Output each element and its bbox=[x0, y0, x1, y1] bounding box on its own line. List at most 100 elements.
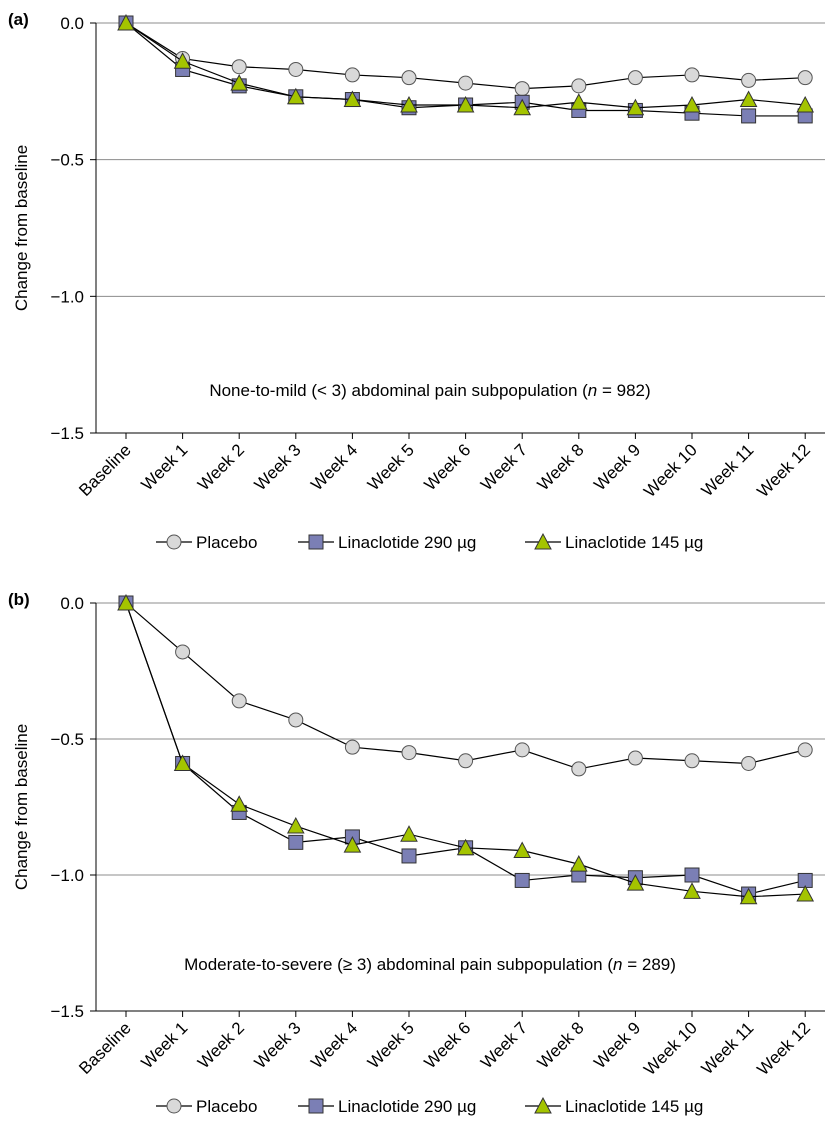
y-axis-label: Change from baseline bbox=[12, 724, 31, 890]
data-point-triangle bbox=[683, 882, 701, 899]
data-point-triangle bbox=[173, 754, 192, 771]
x-tick-label: Week 12 bbox=[753, 1018, 814, 1079]
legend-marker-square bbox=[308, 1098, 324, 1114]
x-tick-label: Week 2 bbox=[194, 1018, 248, 1072]
data-point-circle bbox=[458, 75, 474, 91]
data-point-circle bbox=[344, 67, 360, 83]
data-point-triangle bbox=[513, 841, 532, 859]
x-tick-label: Week 9 bbox=[590, 440, 644, 494]
series-triangle bbox=[117, 13, 815, 116]
x-tick-label: Week 5 bbox=[364, 440, 418, 494]
x-tick-label: Week 11 bbox=[698, 1018, 758, 1078]
data-point-circle bbox=[571, 78, 587, 94]
data-point-circle bbox=[741, 755, 757, 771]
data-point-circle bbox=[458, 753, 474, 769]
panel-label: (b) bbox=[8, 590, 30, 609]
x-tick-label: Week 1 bbox=[137, 1018, 191, 1072]
data-point-triangle bbox=[683, 95, 701, 113]
data-point-triangle bbox=[286, 87, 305, 105]
legend-marker-square bbox=[308, 534, 324, 550]
chart-panel-a: (a) 0.0 −0.5 −1.0 −1.5 Change from baseline Ba… bbox=[8, 10, 825, 552]
legend-marker-circle bbox=[166, 534, 182, 550]
legend-label: Linaclotide 290 µg bbox=[338, 533, 476, 552]
legend-label: Linaclotide 145 µg bbox=[565, 533, 703, 552]
legend: Placebo Linaclotide 290 µg Linaclotide 145… bbox=[156, 532, 703, 552]
data-point-triangle bbox=[626, 874, 645, 891]
data-point-circle bbox=[627, 750, 643, 766]
legend-marker-circle bbox=[166, 1098, 182, 1114]
data-point-circle bbox=[797, 70, 813, 86]
data-point-triangle bbox=[569, 93, 588, 110]
panel-annotation: None-to-mild (< 3) abdominal pain subpop… bbox=[209, 381, 650, 400]
data-point-square bbox=[401, 848, 417, 864]
data-point-triangle bbox=[796, 95, 815, 113]
data-point-triangle bbox=[343, 836, 362, 853]
legend: Placebo Linaclotide 290 µg Linaclotide 145… bbox=[156, 1096, 703, 1116]
data-point-circle bbox=[288, 61, 304, 77]
y-tick-label: 0.0 bbox=[60, 14, 84, 33]
data-point-circle bbox=[571, 761, 587, 777]
x-tick-label: Week 10 bbox=[640, 440, 701, 501]
x-tick-label: Week 1 bbox=[137, 440, 191, 494]
x-tick-label: Week 7 bbox=[477, 440, 531, 494]
data-point-circle bbox=[514, 742, 530, 758]
x-tick-label: Week 4 bbox=[307, 1018, 361, 1072]
series-circle bbox=[118, 595, 813, 777]
series-circle bbox=[118, 15, 813, 97]
data-point-triangle bbox=[796, 884, 815, 902]
x-tick-label: Week 7 bbox=[477, 1018, 531, 1072]
data-point-square bbox=[514, 872, 530, 888]
data-point-triangle bbox=[117, 593, 135, 611]
y-tick-label: −1.0 bbox=[50, 287, 84, 306]
y-tick-label: −1.0 bbox=[50, 866, 84, 885]
panel-annotation: Moderate-to-severe (≥ 3) abdominal pain … bbox=[184, 955, 676, 974]
data-point-triangle bbox=[400, 825, 418, 842]
x-tick-label: Week 3 bbox=[251, 440, 305, 494]
data-point-circle bbox=[627, 70, 643, 86]
data-point-triangle bbox=[343, 90, 362, 108]
data-point-triangle bbox=[117, 13, 135, 31]
data-point-square bbox=[684, 867, 700, 883]
data-point-square bbox=[288, 834, 304, 850]
y-tick-label: −1.5 bbox=[50, 1002, 84, 1021]
series-line bbox=[125, 602, 806, 770]
chart-panel-b: (b) 0.0 −0.5 −1.0 −1.5 Change from baseline Ba… bbox=[8, 590, 825, 1116]
y-tick-label: 0.0 bbox=[60, 594, 84, 613]
x-tick-label: Week 10 bbox=[640, 1018, 701, 1079]
x-tick-label: Week 5 bbox=[364, 1018, 418, 1072]
data-point-circle bbox=[797, 742, 813, 758]
data-point-triangle bbox=[173, 52, 192, 69]
data-point-circle bbox=[684, 753, 700, 769]
data-point-triangle bbox=[400, 95, 418, 113]
data-point-triangle bbox=[739, 887, 758, 905]
y-tick-label: −1.5 bbox=[50, 424, 84, 443]
legend-label: Placebo bbox=[196, 533, 257, 552]
legend-label: Linaclotide 290 µg bbox=[338, 1097, 476, 1116]
data-point-triangle bbox=[230, 74, 249, 91]
x-tick-label: Week 2 bbox=[194, 440, 248, 494]
legend-marker-triangle bbox=[534, 1096, 552, 1114]
data-point-triangle bbox=[456, 838, 475, 856]
x-tick-label: Week 8 bbox=[534, 1018, 588, 1072]
data-point-circle bbox=[231, 693, 247, 709]
data-point-square bbox=[741, 108, 757, 124]
data-point-circle bbox=[684, 67, 700, 83]
data-point-circle bbox=[514, 81, 530, 97]
x-tick-label: Week 8 bbox=[534, 440, 588, 494]
legend-label: Linaclotide 145 µg bbox=[565, 1097, 703, 1116]
data-point-triangle bbox=[230, 795, 249, 812]
data-point-triangle bbox=[456, 95, 475, 113]
x-tick-label: Week 9 bbox=[590, 1018, 644, 1072]
y-tick-label: −0.5 bbox=[50, 151, 84, 170]
data-point-triangle bbox=[626, 98, 645, 116]
series-triangle bbox=[117, 593, 815, 905]
panel-label: (a) bbox=[8, 10, 29, 29]
x-tick-label: Week 11 bbox=[698, 440, 758, 500]
data-point-triangle bbox=[569, 855, 588, 872]
data-point-circle bbox=[741, 72, 757, 88]
data-point-circle bbox=[344, 739, 360, 755]
x-tick-label: Baseline bbox=[75, 1018, 135, 1078]
data-point-triangle bbox=[286, 816, 305, 834]
x-tick-label: Week 3 bbox=[251, 1018, 305, 1072]
